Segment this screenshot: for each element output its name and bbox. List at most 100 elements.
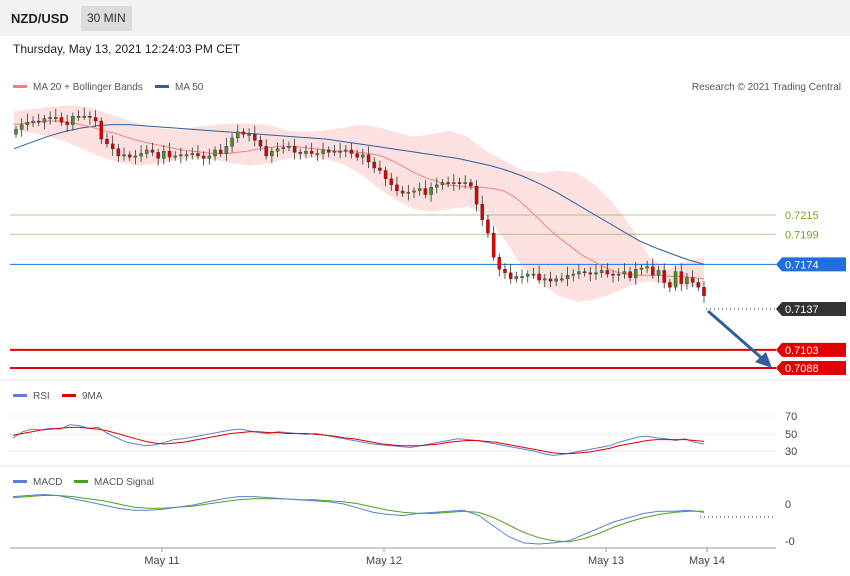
candle-body [315,153,320,155]
candle-body [690,277,695,283]
candle-body [372,161,376,169]
candle-body [503,269,507,274]
candle-body [298,152,303,154]
candle-body [93,117,98,122]
candle-body [378,167,382,171]
level-label-0.7103: 0.7103 [785,345,819,357]
ma50-legend-label: MA 50 [175,82,204,93]
timeframe-button[interactable]: 30 MIN [81,6,132,31]
candle-body [258,140,263,147]
candle-body [560,278,564,281]
level-tag-0.7137 [776,301,846,316]
candle-body [110,143,115,149]
candle-body [42,118,47,123]
macd-line [12,493,705,545]
level-label-0.7137: 0.7137 [785,304,819,316]
candle-body [31,120,35,123]
candle-body [543,278,547,281]
ma20-line [13,120,705,280]
candle-body [76,116,81,118]
candle-body [525,273,530,277]
candle-body [571,273,575,276]
candle-body [656,270,661,276]
candle-body [332,150,337,153]
rsi-ma-legend-swatch [62,394,76,397]
candle-body [577,271,581,275]
candle-body [88,116,92,118]
candles [14,107,706,303]
rsi-ma-line [12,426,705,455]
rsi-tick-70: 70 [785,411,797,423]
candle-body [605,270,610,275]
candle-body [531,273,536,276]
candle-body [622,271,627,275]
candle-body [275,148,280,152]
ma50-line [13,124,705,265]
candle-body [127,154,132,158]
candle-body [344,149,348,152]
candle-body [673,271,678,288]
candle-body [326,149,331,153]
macd-tick-neg: -0 [785,536,795,548]
candle-body [162,150,166,159]
chart-header: NZD/USD 30 MIN [0,0,850,36]
moving-averages [13,120,705,280]
x-label-may11: May 11 [144,555,179,567]
candle-body [639,267,644,270]
candle-body [139,153,143,157]
candle-body [304,150,308,154]
candle-body [264,146,268,157]
candle-body [281,147,286,149]
candle-body [491,232,496,258]
candle-body [582,271,587,274]
candle-body [548,278,553,282]
candle-body [389,178,394,186]
candle-body [105,138,109,145]
rsi-legend-label: RSI [33,391,50,402]
candle-body [679,271,684,284]
candle-body [423,188,428,195]
candle-body [702,287,706,296]
candle-body [611,273,615,276]
candle-body [253,134,257,141]
candle-body [196,153,200,157]
rsi-legend-swatch [13,394,27,397]
candle-body [417,188,422,192]
forecast-arrow-head [755,352,772,368]
macd-signal-line [12,495,704,543]
candle-body [355,153,359,158]
candle-body [14,129,18,135]
candle-body [145,149,149,154]
candle-body [25,122,30,125]
candle-body [668,282,672,288]
candle-body [554,278,558,282]
macd-tick-zero: 0 [785,499,791,511]
candle-body [36,120,41,123]
level-label-0.7088: 0.7088 [785,363,819,375]
candle-body [457,182,462,184]
candle-body [474,185,479,205]
candle-body [287,146,291,148]
timestamp: Thursday, May 13, 2021 12:24:03 PM CET [13,42,241,56]
candle-body [59,117,64,123]
candle-body [82,116,86,118]
candle-body [480,203,485,221]
candle-body [235,131,240,139]
candle-body [201,155,206,159]
candle-body [190,153,195,155]
symbol-label: NZD/USD [11,11,69,26]
macd-lines [12,493,705,545]
candle-body [48,117,52,119]
candle-body [662,270,666,283]
candle-body [514,276,519,280]
candle-body [446,182,450,184]
candle-body [599,270,604,274]
candle-body [565,275,570,280]
candle-body [696,282,701,288]
candle-body [469,182,473,187]
level-label-0.7199: 0.7199 [785,229,819,241]
candle-body [412,190,416,193]
candle-body [645,266,649,269]
candle-body [361,154,365,158]
